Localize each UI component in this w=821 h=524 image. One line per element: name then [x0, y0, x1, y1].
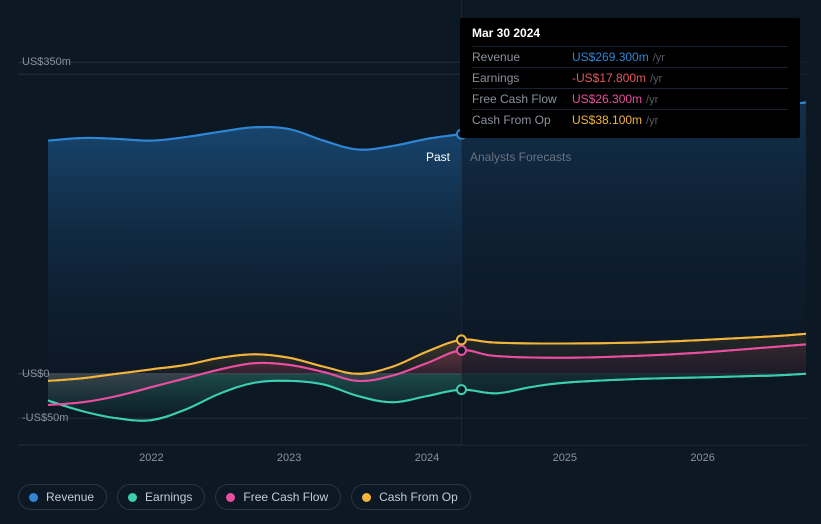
forecast-region-label: Analysts Forecasts [470, 150, 571, 164]
legend-item-label: Revenue [46, 490, 94, 504]
legend-item-label: Cash From Op [379, 490, 458, 504]
cfo-marker [457, 335, 466, 344]
tooltip-row-value: US$26.300m [572, 92, 642, 106]
x-tick-label: 2025 [553, 452, 577, 464]
chart-tooltip: Mar 30 2024 RevenueUS$269.300m/yrEarning… [460, 18, 800, 138]
tooltip-row: Cash From OpUS$38.100m/yr [472, 109, 788, 130]
legend-item-revenue[interactable]: Revenue [18, 484, 107, 510]
legend-item-label: Free Cash Flow [243, 490, 328, 504]
tooltip-row-value: -US$17.800m [572, 71, 646, 85]
legend-swatch-icon [128, 493, 137, 502]
legend-item-label: Earnings [145, 490, 192, 504]
tooltip-row: Free Cash FlowUS$26.300m/yr [472, 88, 788, 109]
tooltip-row-unit: /yr [650, 73, 662, 85]
legend-item-earnings[interactable]: Earnings [117, 484, 205, 510]
legend-item-cfo[interactable]: Cash From Op [351, 484, 471, 510]
y-tick-label: US$0 [22, 368, 50, 380]
tooltip-row-label: Free Cash Flow [472, 92, 572, 106]
legend-swatch-icon [362, 493, 371, 502]
tooltip-row: Earnings-US$17.800m/yr [472, 67, 788, 88]
tooltip-row-label: Earnings [472, 71, 572, 85]
y-tick-label: US$350m [22, 56, 71, 68]
tooltip-row-unit: /yr [646, 94, 658, 106]
x-tick-label: 2026 [690, 452, 714, 464]
tooltip-row-label: Revenue [472, 50, 572, 64]
earnings-marker [457, 385, 466, 394]
y-tick-label: -US$50m [22, 412, 68, 424]
past-region-label: Past [426, 150, 450, 164]
tooltip-row-unit: /yr [653, 52, 665, 64]
x-tick-label: 2024 [415, 452, 439, 464]
tooltip-row-unit: /yr [646, 115, 658, 127]
tooltip-row-value: US$38.100m [572, 113, 642, 127]
legend-item-fcf[interactable]: Free Cash Flow [215, 484, 341, 510]
tooltip-date: Mar 30 2024 [472, 26, 788, 40]
legend-swatch-icon [29, 493, 38, 502]
legend-swatch-icon [226, 493, 235, 502]
x-tick-label: 2023 [277, 452, 301, 464]
tooltip-row-label: Cash From Op [472, 113, 572, 127]
fcf-marker [457, 346, 466, 355]
chart-legend: Revenue Earnings Free Cash Flow Cash From O… [18, 484, 471, 510]
x-tick-label: 2022 [139, 452, 163, 464]
tooltip-row: RevenueUS$269.300m/yr [472, 46, 788, 67]
tooltip-row-value: US$269.300m [572, 50, 649, 64]
